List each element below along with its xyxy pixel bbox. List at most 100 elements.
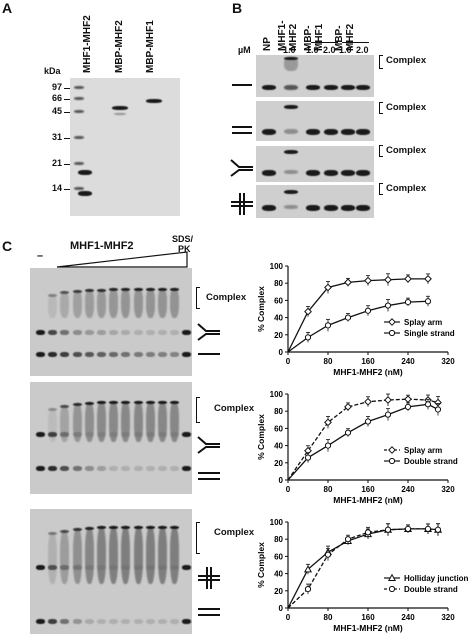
data-point — [364, 276, 372, 285]
splay-arm-icon — [230, 159, 253, 177]
data-point — [324, 283, 332, 292]
y-tick-label: 40 — [274, 570, 283, 579]
data-point — [384, 411, 392, 418]
x-tick-label: 0 — [286, 357, 291, 366]
data-point — [324, 322, 332, 329]
series-line — [287, 398, 439, 481]
sds-pk-label-a: SDS/ — [172, 234, 194, 244]
band-mhf1 — [78, 191, 92, 196]
binding-chart-1: 0 20 40 60 80 100 0 80 160 240 320 MHF1-MHF2 (nM) % … — [256, 262, 455, 377]
lane-label-np: NP — [262, 37, 273, 51]
data-point — [384, 275, 392, 284]
data-point — [364, 307, 372, 314]
complex-label-c3: Complex — [214, 527, 255, 538]
data-point — [324, 442, 332, 449]
complex-label-b2: Complex — [386, 102, 427, 113]
data-point — [384, 302, 392, 309]
legend-label: Single strand — [404, 329, 455, 338]
y-tick-label: 0 — [279, 604, 284, 613]
binding-chart-3: 0 20 40 60 80 100 0 80 160 240 320 MHF1-MHF2 (nM) % … — [256, 518, 468, 633]
y-tick-label: 60 — [274, 296, 283, 305]
series-line — [287, 403, 439, 481]
gel-b-double-strand — [256, 101, 374, 141]
x-tick-label: 240 — [401, 357, 415, 366]
y-tick-label: 80 — [274, 407, 283, 416]
y-tick-label: 20 — [274, 587, 283, 596]
legend-marker — [388, 446, 396, 454]
data-point — [434, 406, 442, 413]
complex-label-b1: Complex — [386, 55, 427, 66]
binding-chart-2: 0 20 40 60 80 100 0 80 160 240 320 MHF1-MHF2 (nM) % … — [256, 390, 458, 505]
sds-page-gel — [70, 78, 180, 216]
gel-title: MHF1-MHF2 — [70, 240, 134, 252]
data-point — [304, 307, 312, 316]
data-point — [404, 403, 412, 410]
panel-a-label: A — [2, 0, 13, 16]
data-point — [404, 274, 412, 283]
data-point — [384, 526, 392, 533]
series-line — [287, 528, 439, 609]
x-tick-label: 320 — [441, 357, 455, 366]
x-axis-label: MHF1-MHF2 (nM) — [333, 623, 403, 633]
data-point — [344, 402, 352, 411]
data-point — [344, 314, 352, 321]
holliday-junction-icon — [231, 193, 253, 215]
titration-wedge — [56, 251, 188, 268]
y-tick-label: 80 — [274, 535, 283, 544]
data-point — [304, 585, 312, 593]
conc-mbp1-2: 2.0 — [323, 45, 336, 55]
sds-pk-label-b: PK — [178, 244, 191, 254]
complex-label-b3: Complex — [386, 145, 427, 156]
double-strand-icon — [198, 472, 220, 480]
splay-arm-icon — [197, 436, 220, 454]
gel-b-splay-arm — [256, 146, 374, 182]
no-protein-dash: – — [37, 250, 44, 262]
band-mhf2 — [78, 170, 92, 175]
marker-45: 45 — [51, 106, 62, 116]
y-axis-label: % Complex — [256, 542, 266, 588]
data-point — [434, 526, 442, 533]
band-mbp-mhf2 — [112, 106, 128, 110]
y-tick-label: 100 — [270, 390, 284, 399]
data-point — [404, 525, 412, 532]
legend-marker — [388, 457, 396, 465]
data-point — [324, 418, 332, 427]
gel-b-single-strand — [256, 55, 374, 97]
gel-c-splay-vs-double — [30, 382, 192, 494]
legend-marker — [388, 318, 396, 326]
data-point — [424, 401, 432, 408]
y-tick-label: 100 — [270, 262, 284, 271]
kda-label: kDa — [44, 66, 61, 76]
splay-arm-icon — [197, 323, 220, 341]
x-tick-label: 320 — [441, 613, 455, 622]
y-tick-label: 60 — [274, 552, 283, 561]
y-tick-label: 100 — [270, 518, 284, 527]
x-tick-label: 80 — [324, 485, 333, 494]
conc-mbp1-1: 1.0 — [306, 45, 319, 55]
marker-14: 14 — [51, 183, 62, 193]
complex-label-c1: Complex — [206, 292, 247, 303]
data-point — [344, 278, 352, 287]
marker-31: 31 — [51, 132, 62, 142]
y-axis-label: % Complex — [256, 286, 266, 332]
marker-97: 97 — [51, 82, 62, 92]
legend-marker — [387, 573, 397, 582]
data-point — [364, 529, 372, 536]
conc-mbp2-2: 2.0 — [356, 45, 369, 55]
band-mbp-mhf1 — [146, 99, 162, 103]
x-tick-label: 80 — [324, 357, 333, 366]
x-tick-label: 240 — [401, 485, 415, 494]
data-point — [304, 334, 312, 341]
holliday-junction-icon — [198, 567, 220, 589]
x-tick-label: 0 — [286, 485, 291, 494]
y-axis-label: % Complex — [256, 414, 266, 460]
x-tick-label: 320 — [441, 485, 455, 494]
single-strand-icon — [232, 84, 252, 86]
x-tick-label: 80 — [324, 613, 333, 622]
conc-mhf12: 1.0 — [283, 45, 296, 55]
data-point — [324, 551, 332, 558]
lane-label-mbp-mhf1: MBP-MHF1 — [145, 20, 156, 73]
series-line — [287, 528, 439, 609]
marker-66: 66 — [51, 93, 62, 103]
legend-label: Double strand — [404, 585, 458, 594]
